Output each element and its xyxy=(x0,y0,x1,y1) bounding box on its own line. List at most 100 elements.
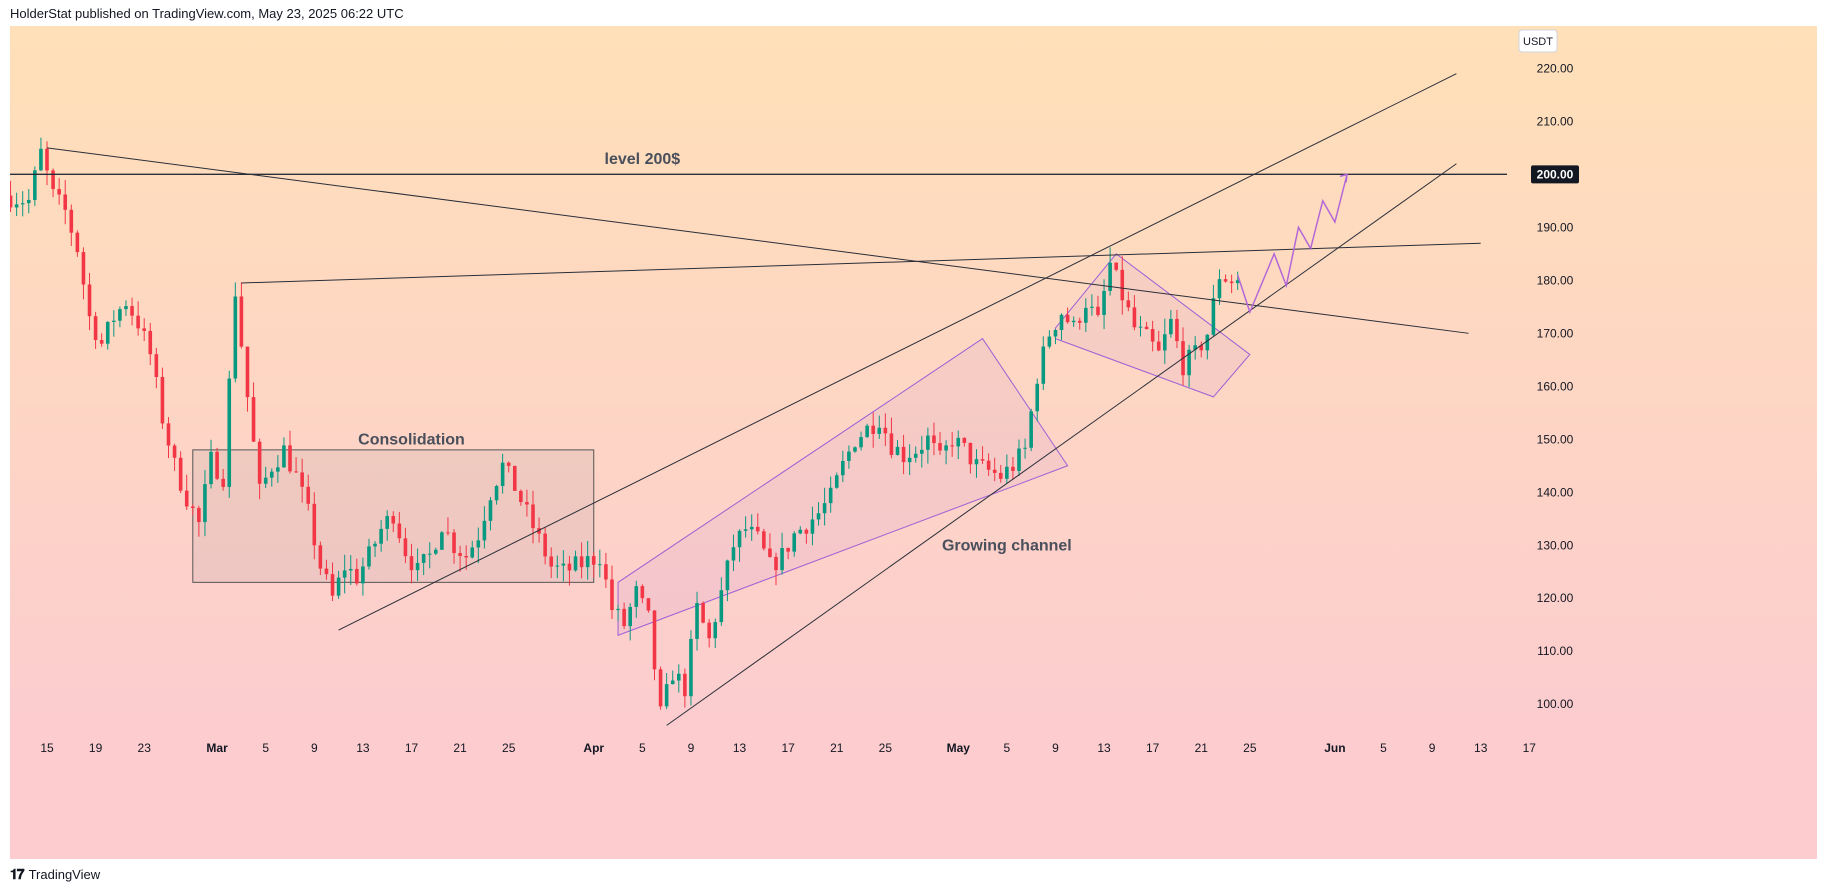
candle-body xyxy=(178,457,183,491)
time-axis-background xyxy=(10,736,1817,859)
candle-body xyxy=(907,457,912,463)
annotation-label-1: level 200$ xyxy=(605,151,681,168)
candle-body xyxy=(215,451,219,479)
candle-body xyxy=(719,590,724,623)
candle-body xyxy=(434,549,438,554)
candle-body xyxy=(20,203,25,205)
candle-body xyxy=(859,437,863,448)
annotation-label-3: Growing channel xyxy=(942,538,1072,555)
time-tick-label: 9 xyxy=(1429,741,1436,755)
footer-brand-name: TradingView xyxy=(28,867,101,882)
candle-body xyxy=(39,148,43,171)
candle-body xyxy=(1187,349,1191,376)
candle-body xyxy=(57,189,61,195)
candle-body xyxy=(585,556,590,568)
candle-body xyxy=(804,529,809,534)
candle-body xyxy=(81,252,86,285)
candle-body xyxy=(112,320,116,322)
candle-body xyxy=(1065,314,1070,323)
candle-body xyxy=(1144,326,1149,330)
candle-body xyxy=(336,577,341,596)
time-tick-label: 5 xyxy=(639,741,646,755)
candle-body xyxy=(1071,320,1076,323)
candle-body xyxy=(1096,306,1100,315)
candle-body xyxy=(142,328,146,331)
candle-body xyxy=(464,555,468,558)
candle-body xyxy=(1023,447,1027,449)
chart-svg[interactable]: level 200$ Consolidation Growing channel 1… xyxy=(10,26,1817,859)
price-tick-label: 180.00 xyxy=(1537,273,1574,287)
candle-body xyxy=(239,296,244,347)
candle-body xyxy=(93,316,98,341)
time-tick-label: 25 xyxy=(1243,741,1257,755)
time-tick-label: 5 xyxy=(1004,741,1011,755)
candle-body xyxy=(342,570,347,578)
candle-body xyxy=(652,610,657,670)
candle-body xyxy=(1169,318,1173,335)
candle-body xyxy=(549,556,554,567)
annotation-label-2: Consolidation xyxy=(358,432,465,449)
candle-body xyxy=(14,204,19,208)
candle-body xyxy=(895,446,900,455)
candle-body xyxy=(519,490,523,503)
current-level-badge xyxy=(1531,165,1579,184)
candle-body xyxy=(561,563,566,566)
candle-body xyxy=(276,467,280,472)
time-tick-label: 17 xyxy=(781,741,795,755)
candle-body xyxy=(452,532,456,554)
candle-body xyxy=(883,427,888,434)
candle-body xyxy=(288,445,292,472)
footer-brand[interactable]: 𝟏𝟕 TradingView xyxy=(10,866,100,883)
candle-body xyxy=(664,684,669,707)
candle-body xyxy=(810,519,815,534)
candle-body xyxy=(591,556,596,565)
price-tick-label: 190.00 xyxy=(1537,220,1574,234)
candle-body xyxy=(367,546,371,567)
time-tick-label: 9 xyxy=(688,741,695,755)
candle-body xyxy=(1090,306,1094,308)
candle-body xyxy=(118,309,122,321)
candle-body xyxy=(525,502,529,505)
candle-body xyxy=(251,397,256,442)
candle-body xyxy=(330,574,335,596)
candle-body xyxy=(415,562,420,571)
candle-body xyxy=(385,515,389,529)
candle-body xyxy=(573,556,578,571)
candle-body xyxy=(768,548,772,557)
candle-body xyxy=(233,296,238,379)
time-tick-label: 5 xyxy=(262,741,269,755)
candle-body xyxy=(1035,383,1040,412)
candle-body xyxy=(701,602,705,623)
candle-body xyxy=(1199,345,1204,351)
candle-body xyxy=(920,449,924,454)
candle-body xyxy=(889,433,894,455)
candle-body xyxy=(1235,280,1240,284)
candle-body xyxy=(695,602,699,639)
candle-body xyxy=(950,445,954,447)
candle-body xyxy=(622,608,626,627)
candle-body xyxy=(537,528,541,534)
candle-body xyxy=(847,451,851,461)
candle-body xyxy=(980,459,985,461)
time-tick-label: 19 xyxy=(89,741,103,755)
candle-body xyxy=(689,638,693,697)
candle-body xyxy=(166,423,171,446)
candle-body xyxy=(968,442,973,465)
candle-body xyxy=(403,538,408,557)
candle-body xyxy=(646,598,651,611)
candle-body xyxy=(755,526,760,532)
trendline-2 xyxy=(241,242,1481,284)
candle-body xyxy=(45,148,49,171)
candle-body xyxy=(1108,262,1112,291)
candle-body xyxy=(1126,300,1131,308)
candle-body xyxy=(148,330,153,355)
candle-body xyxy=(683,673,687,697)
candle-body xyxy=(834,475,839,488)
published-header: HolderStat published on TradingView.com,… xyxy=(10,6,404,21)
candle-body xyxy=(798,529,803,534)
candle-body xyxy=(865,425,869,438)
current-level-label: 200.00 xyxy=(1537,167,1574,181)
candle-body xyxy=(130,306,134,316)
price-tick-label: 130.00 xyxy=(1537,538,1574,552)
price-chart[interactable]: level 200$ Consolidation Growing channel 1… xyxy=(10,26,1817,859)
